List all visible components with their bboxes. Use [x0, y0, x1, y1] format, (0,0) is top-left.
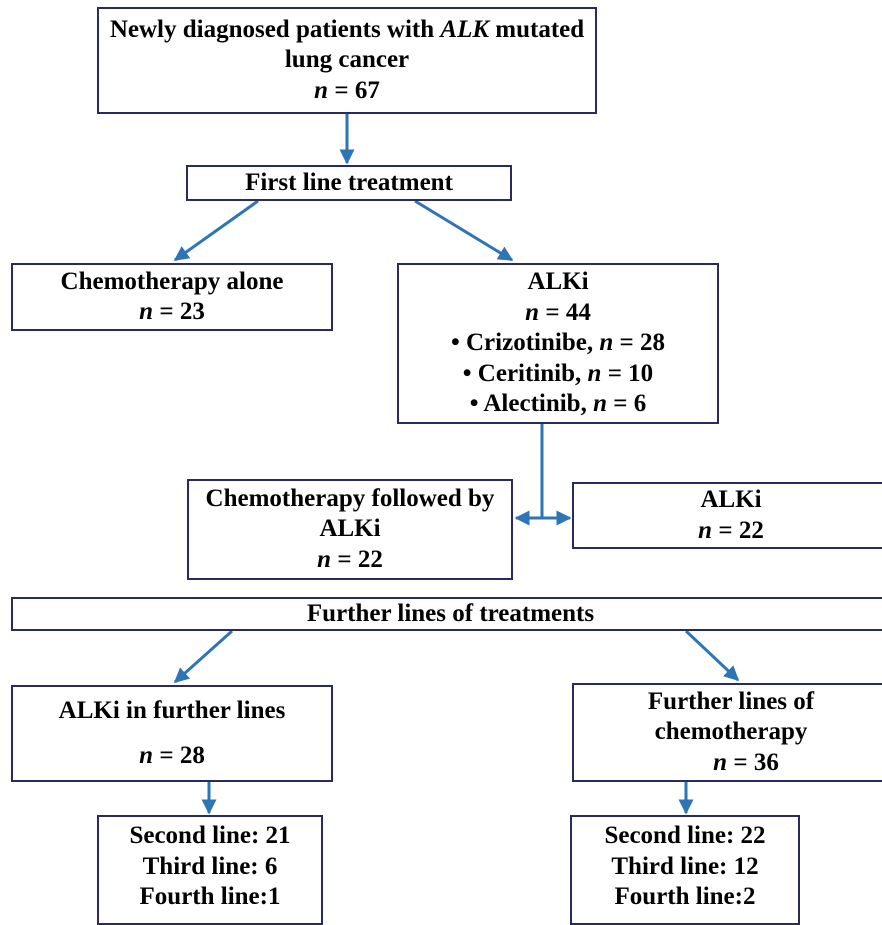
alki-item-alectinib: • Alectinib, n = 6: [470, 389, 647, 420]
n-symbol: n: [587, 359, 602, 387]
chemo-second-line: Second line: 22: [604, 822, 766, 849]
alki-item-label: • Alectinib,: [469, 390, 594, 418]
root-count: n = 67: [314, 76, 380, 107]
n-value: = 44: [539, 298, 591, 326]
n-value: = 28: [153, 741, 205, 769]
arrow-first-to-alki: [414, 199, 514, 262]
chemo-further-line2: chemotherapy: [654, 718, 808, 746]
root-title-pre: Newly diagnosed patients with: [109, 15, 441, 43]
n-value: = 6: [607, 390, 647, 418]
chemo-followed-line1: Chemotherapy followed by: [205, 484, 495, 512]
alki-box: ALKi n = 44 • Crizotinibe, n = 28 • Ceri…: [397, 263, 719, 424]
alki-only-box: ALKi n = 22: [572, 482, 882, 549]
n-symbol: n: [317, 545, 332, 573]
alki-further-box: ALKi in further lines n = 28: [11, 685, 333, 782]
chemo-alone-box: Chemotherapy alone n = 23: [11, 263, 333, 331]
n-value: = 22: [331, 545, 383, 573]
arrow-first-to-chemo: [173, 199, 259, 262]
alki-item-ceritinib: • Ceritinib, n = 10: [463, 359, 653, 390]
n-symbol: n: [314, 76, 329, 104]
further-lines-box: Further lines of treatments: [11, 597, 882, 631]
n-symbol: n: [139, 741, 154, 769]
chemo-fourth-line: Fourth line:2: [614, 883, 756, 910]
alki-second-line: Second line: 21: [129, 822, 291, 849]
alki-only-label: ALKi: [700, 486, 762, 513]
chemo-lines-box: Second line: 22 Third line: 12 Fourth li…: [570, 815, 800, 925]
root-title-line1: Newly diagnosed patients with ALK mutate…: [110, 15, 584, 46]
alki-further-count: n = 28: [139, 741, 205, 772]
n-value: = 23: [153, 298, 205, 325]
n-symbol: n: [593, 390, 607, 418]
chemo-further-count: n = 36: [683, 748, 779, 779]
alki-item-crizotinibe: • Crizotinibe, n = 28: [451, 328, 665, 359]
n-symbol: n: [713, 748, 728, 776]
root-title-gene: ALK: [440, 15, 490, 43]
alki-count: n = 44: [525, 298, 591, 329]
first-line-box: First line treatment: [186, 165, 512, 201]
n-value: = 22: [712, 516, 764, 544]
root-title-line2: lung cancer: [284, 46, 410, 74]
alki-fourth-line: Fourth line:1: [139, 883, 281, 910]
n-symbol: n: [599, 329, 614, 357]
first-line-label: First line treatment: [245, 168, 453, 196]
chemo-further-box: Further lines of chemotherapy n = 36: [572, 683, 882, 782]
chemo-alone-count: n = 23: [139, 297, 205, 328]
n-value: = 67: [328, 76, 380, 104]
chemo-third-line: Third line: 12: [611, 852, 759, 880]
alki-third-line: Third line: 6: [142, 852, 278, 880]
n-value: = 28: [613, 329, 665, 357]
n-symbol: n: [525, 298, 540, 326]
alki-item-label: • Crizotinibe,: [451, 329, 600, 357]
further-lines-label: Further lines of treatments: [306, 599, 595, 627]
alki-item-label: • Ceritinib,: [462, 359, 588, 387]
chemo-followed-line2: ALKi: [319, 515, 381, 543]
chemo-alone-label: Chemotherapy alone: [60, 267, 284, 295]
n-symbol: n: [139, 298, 154, 325]
n-value: = 36: [727, 748, 779, 776]
n-symbol: n: [698, 516, 713, 544]
root-box: Newly diagnosed patients with ALK mutate…: [97, 7, 597, 114]
arrow-further-to-alki: [173, 629, 234, 684]
chemo-followed-box: Chemotherapy followed by ALKi n = 22: [187, 479, 513, 580]
alki-only-count: n = 22: [698, 516, 764, 547]
n-value: = 10: [601, 359, 654, 387]
chemo-followed-count: n = 22: [317, 545, 383, 576]
root-title-post: mutated: [489, 15, 585, 43]
alki-label: ALKi: [527, 268, 589, 296]
chemo-further-line1: Further lines of: [647, 687, 815, 715]
arrow-further-to-chemo: [684, 629, 740, 682]
alki-further-label: ALKi in further lines: [58, 697, 286, 724]
